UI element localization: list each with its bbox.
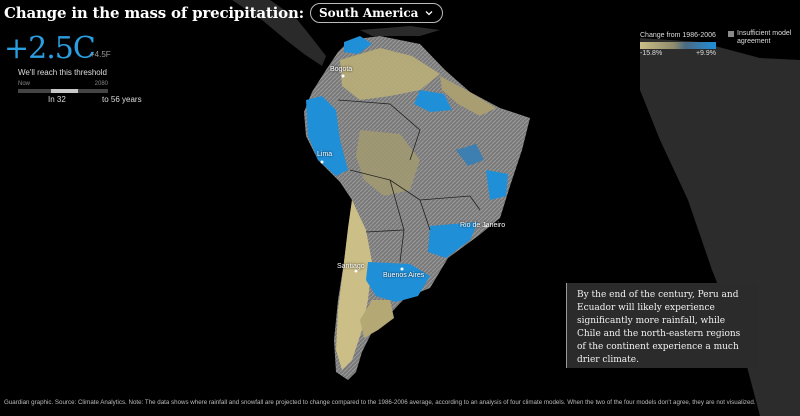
city-label-lima: Lima (317, 151, 333, 158)
insufficient-swatch (728, 31, 734, 37)
years-to-label: to 56 years (102, 95, 142, 104)
timeline-range (51, 89, 79, 93)
wet-region-ecuador-peru (306, 96, 348, 176)
wet-region-amazon-mid (456, 144, 484, 166)
temperature-fahrenheit: +4.5F (90, 50, 111, 59)
timeline-bar (18, 89, 108, 93)
city-label-buenos-aires: Buenos Aires (383, 272, 425, 279)
city-label-bogota: Bogota (330, 66, 353, 73)
country-borders (337, 99, 481, 263)
dry-region-patagonia (360, 300, 394, 338)
legend-min: -15.8% (640, 50, 663, 57)
wet-region-pampas (366, 262, 430, 302)
legend-gradient (640, 42, 716, 49)
city-label-santiago: Santiago (337, 263, 365, 270)
caribbean-islands (360, 26, 440, 36)
central-america-landmass (232, 0, 326, 66)
legend-insufficient: Insufficient model agreement (728, 30, 798, 46)
temperature-celsius: +2.5C (4, 31, 96, 66)
region-dropdown[interactable]: South America (310, 3, 444, 23)
wet-region-amazon-north (414, 90, 452, 112)
years-from-label: In 32 (48, 95, 66, 104)
dry-region-northeast (440, 76, 496, 116)
dry-region-chile (336, 200, 372, 370)
annotation-box: By the end of the century, Peru and Ecua… (566, 283, 758, 368)
wet-region-colombia (344, 36, 372, 54)
region-dropdown-value: South America (319, 6, 419, 20)
chevron-down-icon (426, 11, 433, 16)
legend-max: +9.9% (695, 50, 716, 57)
legend-ends: -15.8% +9.9% (640, 49, 716, 58)
header: Change in the mass of precipitation: Sou… (4, 3, 444, 23)
legend-insufficient-label: Insufficient model agreement (737, 30, 792, 45)
dry-region-north (340, 48, 440, 100)
page-title: Change in the mass of precipitation: (4, 4, 305, 22)
timeline-end-label: 2080 (94, 81, 108, 87)
legend-title: Change from 1986-2006 (640, 32, 716, 39)
wet-region-southeast (428, 222, 478, 258)
source-footnote: Guardian graphic. Source: Climate Analyt… (4, 399, 756, 406)
city-label-rio: Rio de Janeiro (460, 222, 506, 229)
wet-region-brazil-coast (486, 170, 508, 200)
africa-landmass (640, 38, 800, 416)
dry-region-central (356, 130, 420, 196)
temperature-block: +2.5C +4.5F (4, 31, 111, 66)
timeline-axis-labels: Now 2080 (18, 81, 108, 87)
threshold-label: We'll reach this threshold (18, 68, 107, 77)
timeline-start-label: Now (18, 81, 31, 87)
color-legend: Change from 1986-2006 -15.8% +9.9% (640, 32, 716, 58)
